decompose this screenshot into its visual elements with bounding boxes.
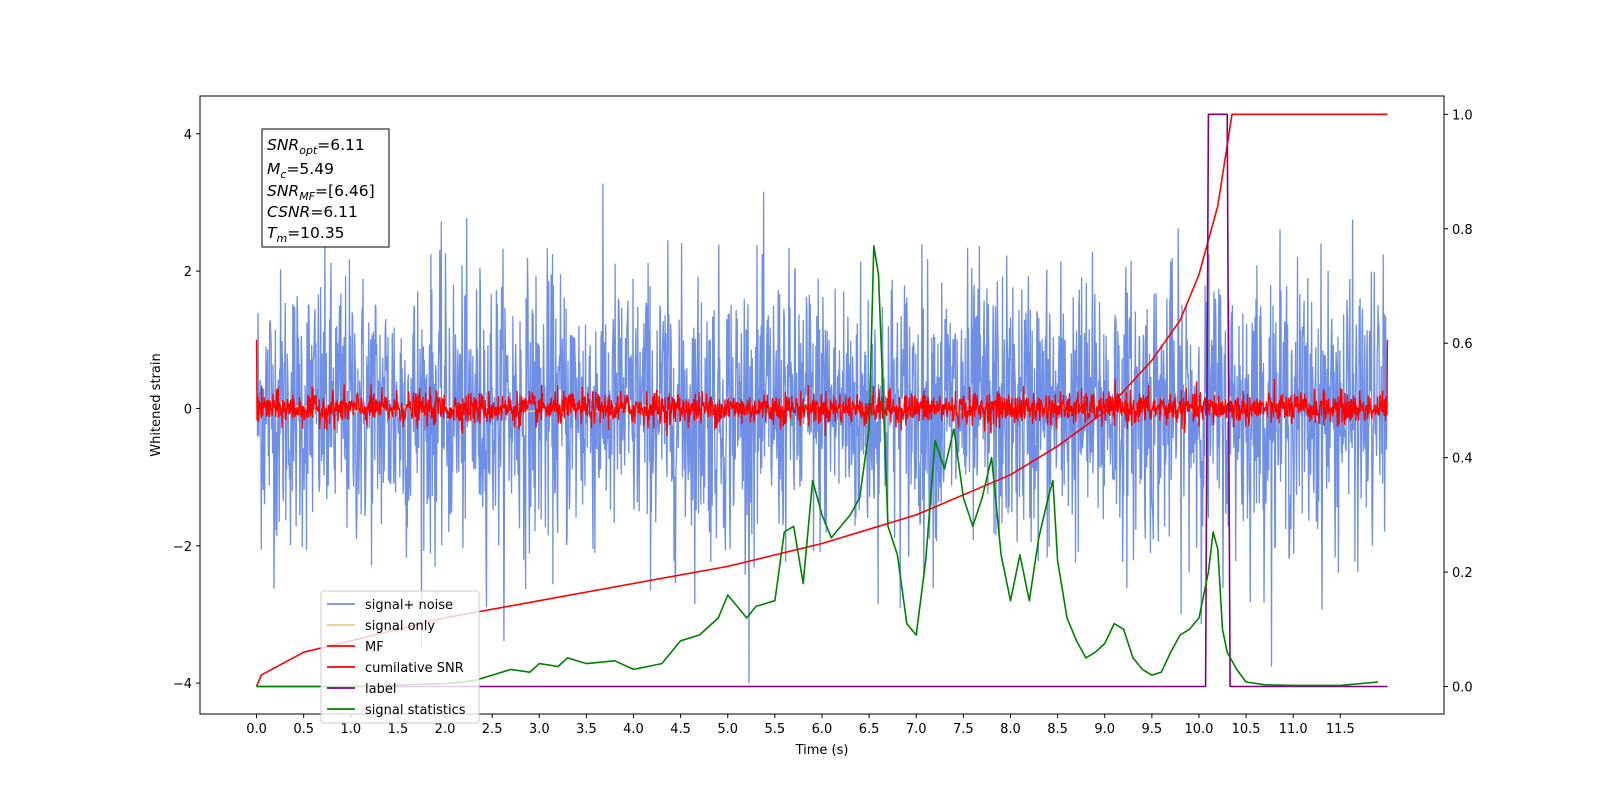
x-tick-label: 1.0 [340,722,361,737]
y-right-tick-label: 0.0 [1452,681,1473,696]
info-merger-time: Tm=10.35 [267,224,345,245]
x-tick-label: 6.5 [859,722,880,737]
y-left-tick-label: 4 [184,128,192,143]
legend-entry: signal statistics [365,703,466,718]
x-tick-label: 11.0 [1279,722,1308,737]
x-tick-label: 7.0 [906,722,927,737]
x-tick-label: 2.5 [482,722,503,737]
y-left-tick-label: 0 [184,402,192,417]
y-right-tick-label: 0.6 [1452,337,1473,352]
info-chirp-mass: Mc=5.49 [267,160,334,181]
legend-entry: signal+ noise [365,598,453,613]
x-tick-label: 0.5 [293,722,314,737]
x-tick-label: 3.5 [576,722,597,737]
x-tick-label: 8.5 [1047,722,1068,737]
series-2-line [255,339,1389,437]
x-axis: 0.0 0.5 1.0 1.5 2.0 2.5 3.0 3.5 4.0 4.5 5.0 5.5 6.0 6… [246,714,1355,737]
x-tick-label: 9.5 [1142,722,1163,737]
x-tick-label: 4.5 [670,722,691,737]
info-box: SNRopt=6.11 Mc=5.49 SNRMF=[6.46] CSNR=6.… [261,128,390,248]
info-csnr: CSNR=6.11 [267,203,358,221]
y-right-tick-label: 0.8 [1452,223,1473,238]
series-0-line [255,183,1389,684]
x-tick-label: 5.5 [765,722,786,737]
legend-frame [320,590,480,724]
x-tick-label: 4.0 [623,722,644,737]
y-left-tick-label: −2 [173,540,192,555]
info-snr-mf: SNRMF=[6.46] [267,182,375,203]
x-tick-label: 2.0 [435,722,456,737]
legend-entry: cumilative SNR [365,661,464,676]
x-tick-label: 3.0 [529,722,550,737]
x-tick-label: 0.0 [246,722,267,737]
x-tick-label: 8.0 [1000,722,1021,737]
x-tick-label: 11.5 [1326,722,1355,737]
x-tick-label: 7.5 [953,722,974,737]
x-tick-label: 9.0 [1094,722,1115,737]
x-tick-label: 1.5 [388,722,409,737]
y-axis-left: −4 −2 0 2 4 [173,128,200,692]
legend-entry: label [365,682,396,697]
y-right-tick-label: 0.2 [1452,566,1473,581]
x-tick-label: 10.0 [1184,722,1213,737]
info-box-frame [261,128,390,248]
y-left-tick-label: 2 [184,265,192,280]
legend-entry: signal only [365,619,435,634]
x-tick-label: 10.5 [1232,722,1261,737]
series-5-line [256,245,1379,688]
y-left-tick-label: −4 [173,677,192,692]
legend: signal+ noise signal only MF cumilative SNR… [320,590,480,724]
legend-entry: MF [365,640,384,655]
series-4-line [256,113,1388,688]
y-right-tick-label: 1.0 [1452,108,1473,123]
x-tick-label: 5.0 [717,722,738,737]
y-right-tick-label: 0.4 [1452,452,1473,467]
x-tick-label: 6.0 [812,722,833,737]
info-snr-opt: SNRopt=6.11 [267,136,365,157]
y-axis-right: 0.0 0.2 0.4 0.6 0.8 1.0 [1444,108,1473,696]
x-axis-label: Time (s) [795,743,849,758]
y-axis-label: Whitened strain [149,353,164,456]
